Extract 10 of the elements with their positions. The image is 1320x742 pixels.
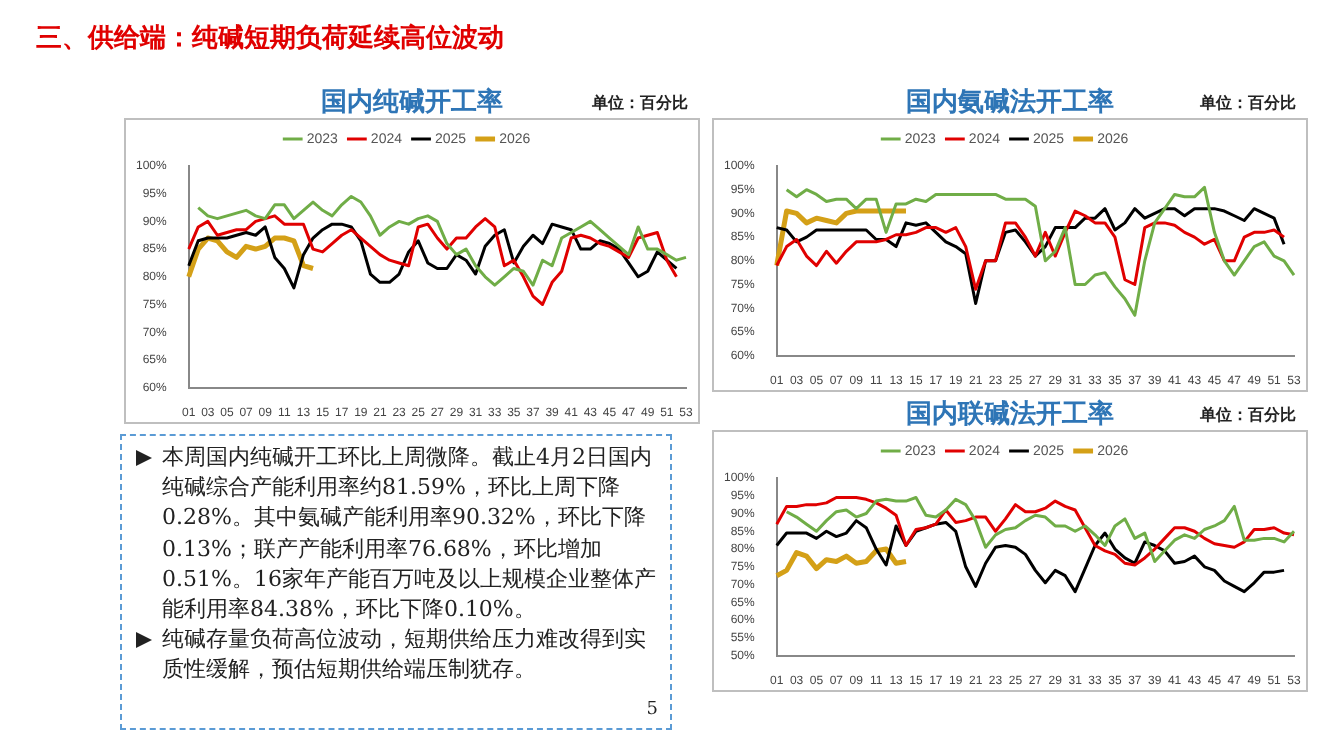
text: 5: [646, 697, 658, 724]
text: 单位：百分比: [1200, 92, 1296, 114]
text: 纯碱存量负荷高位波动，短期供给压力难改得到实质性缓解，预估短期供给端压制犹存。: [162, 624, 648, 686]
text: 本周国内纯碱开工环比上周微降。截止4月2日国内纯碱综合产能利用率约81.59%，环比上周下降0.28%。其中氨碱产能利用率90.32%，环比下降0.13%；联产产能利用率76.68%，环比增加0.51%。16家年产能百万吨及以上规模企业整体产能利用率84.38%，环比下降0.10%。: [162, 442, 658, 625]
chart-title: 国内氨碱法开工率: [906, 88, 1114, 118]
chart-title: 国内纯碱开工率: [321, 88, 503, 118]
text: 单位：百分比: [592, 92, 688, 114]
text: 单位：百分比: [1200, 404, 1296, 426]
chart-title: 国内联碱法开工率: [906, 400, 1114, 430]
text: 三、供给端：纯碱短期负荷延续高位波动: [36, 21, 504, 56]
